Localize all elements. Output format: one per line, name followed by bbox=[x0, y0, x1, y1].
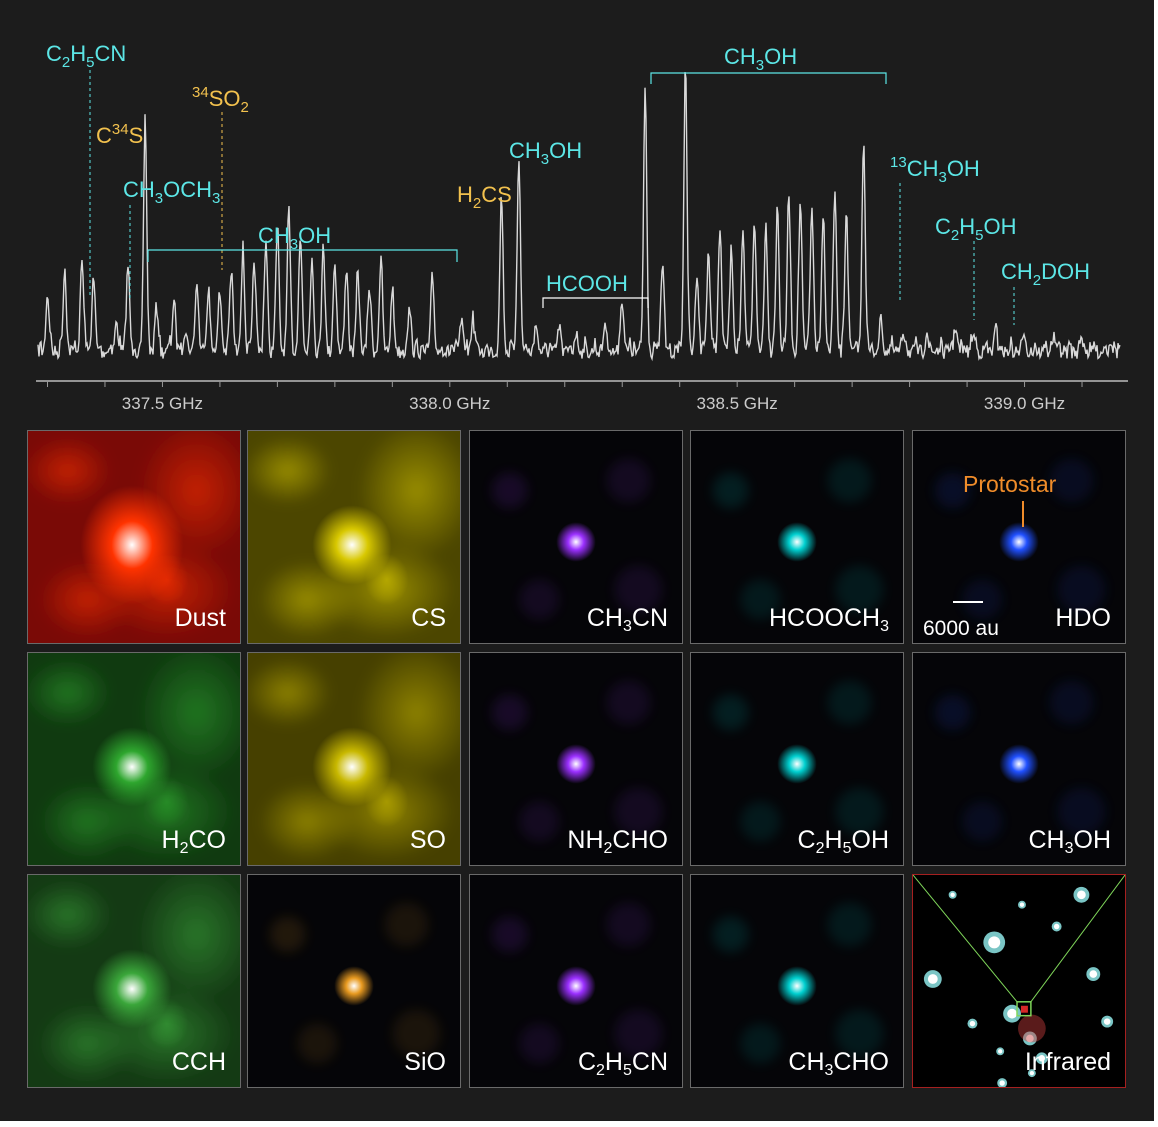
panel-label-nh2cho: NH2CHO bbox=[567, 826, 668, 857]
label-ch3oh-3: CH3OH bbox=[724, 44, 797, 74]
map-image-hdo bbox=[913, 431, 1125, 643]
label-c2h5cn: C2H5CN bbox=[46, 41, 126, 71]
panel-label-dust: Dust bbox=[174, 604, 226, 632]
panel-label-hcooch3: HCOOCH3 bbox=[768, 604, 889, 635]
x-tick-label: 337.5 GHz bbox=[122, 394, 203, 413]
map-panel-so: SO bbox=[247, 652, 461, 866]
panel-label-ch3cn: CH3CN bbox=[586, 604, 668, 635]
label-ch3oh-1: CH3OH bbox=[258, 223, 331, 253]
panel-label-hdo: HDO bbox=[1055, 604, 1111, 632]
label-hcooh: HCOOH bbox=[546, 271, 628, 296]
map-panel-infrared: Infrared bbox=[912, 874, 1126, 1088]
protostar-label: Protostar bbox=[963, 471, 1057, 497]
x-tick-label: 338.0 GHz bbox=[409, 394, 490, 413]
map-panel-cs: CS bbox=[247, 430, 461, 644]
map-panel-cch: CCH bbox=[27, 874, 241, 1088]
bracket-hcooh bbox=[542, 297, 649, 308]
map-image-ch3oh_map bbox=[913, 653, 1125, 865]
label-ch3oh-2: CH3OH bbox=[509, 138, 582, 168]
label-ch3och3: CH3OCH3 bbox=[123, 177, 220, 207]
map-image-nh2cho bbox=[470, 653, 682, 865]
map-image-sio bbox=[248, 875, 460, 1087]
map-image-cs bbox=[248, 431, 460, 643]
label-13ch3oh: 13CH3OH bbox=[890, 154, 980, 186]
x-tick-label: 338.5 GHz bbox=[697, 394, 778, 413]
map-panel-hdo: HDO Protostar 6000 au bbox=[912, 430, 1126, 644]
map-image-ch3cho bbox=[691, 875, 903, 1087]
label-c34s: C34S bbox=[96, 121, 143, 148]
spectrum-line bbox=[37, 71, 1121, 362]
map-panel-nh2cho: NH2CHO bbox=[469, 652, 683, 866]
panel-label-c2h5oh_map: C2H5OH bbox=[797, 826, 889, 857]
spectrum-chart: 337.5 GHz 338.0 GHz 338.5 GHz 339.0 GHz C2H… bbox=[36, 41, 1128, 413]
map-panel-c2h5oh_map: C2H5OH bbox=[690, 652, 904, 866]
bracket-ch3oh-2 bbox=[650, 72, 887, 84]
map-image-ch3cn bbox=[470, 431, 682, 643]
label-34so2: 34SO2 bbox=[192, 84, 249, 116]
panel-label-sio: SiO bbox=[404, 1048, 446, 1076]
map-image-hcooch3 bbox=[691, 431, 903, 643]
x-tick-label: 339.0 GHz bbox=[984, 394, 1065, 413]
panel-label-so: SO bbox=[409, 826, 446, 854]
protostar-pointer bbox=[1022, 501, 1024, 527]
map-panel-c2h5cn_map: C2H5CN bbox=[469, 874, 683, 1088]
map-image-so bbox=[248, 653, 460, 865]
map-image-dust bbox=[28, 431, 240, 643]
panel-label-cch: CCH bbox=[171, 1048, 226, 1076]
label-c2h5oh: C2H5OH bbox=[935, 214, 1016, 244]
map-panel-hcooch3: HCOOCH3 bbox=[690, 430, 904, 644]
panel-label-cs: CS bbox=[411, 604, 446, 632]
map-image-infrared bbox=[913, 875, 1125, 1087]
label-ch2doh: CH2DOH bbox=[1001, 259, 1090, 289]
panel-label-h2co: H2CO bbox=[161, 826, 226, 857]
bracket-ch3oh-1 bbox=[147, 249, 458, 262]
scale-bar bbox=[953, 601, 983, 603]
map-image-cch bbox=[28, 875, 240, 1087]
map-panel-ch3oh_map: CH3OH bbox=[912, 652, 1126, 866]
map-panel-h2co: H2CO bbox=[27, 652, 241, 866]
map-panel-ch3cn: CH3CN bbox=[469, 430, 683, 644]
map-panel-ch3cho: CH3CHO bbox=[690, 874, 904, 1088]
map-image-h2co bbox=[28, 653, 240, 865]
panel-label-ch3oh_map: CH3OH bbox=[1028, 826, 1111, 857]
panel-label-infrared: Infrared bbox=[1024, 1048, 1111, 1076]
map-image-c2h5cn_map bbox=[470, 875, 682, 1087]
panel-label-ch3cho: CH3CHO bbox=[788, 1048, 889, 1079]
map-panel-dust: Dust bbox=[27, 430, 241, 644]
map-image-c2h5oh_map bbox=[691, 653, 903, 865]
label-h2cs: H2CS bbox=[457, 182, 512, 212]
map-panel-sio: SiO bbox=[247, 874, 461, 1088]
panel-label-c2h5cn_map: C2H5CN bbox=[577, 1048, 668, 1079]
scale-label: 6000 au bbox=[923, 617, 999, 640]
